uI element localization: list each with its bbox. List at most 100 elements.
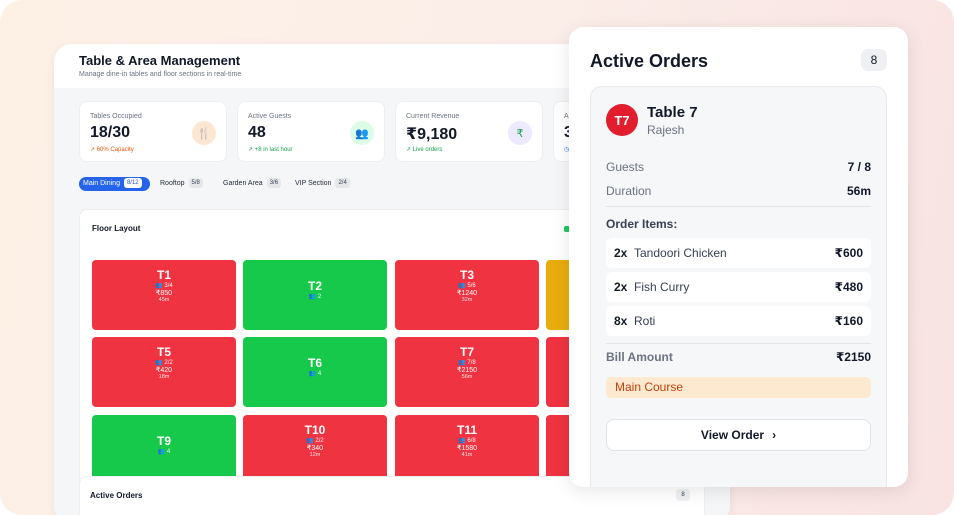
view-order-button[interactable]: View Order › <box>606 419 871 451</box>
table-card[interactable]: T6 👥 4 <box>243 337 387 407</box>
stat-label: A <box>564 113 569 120</box>
page-subtitle: Manage dine-in tables and floor sections… <box>79 71 242 78</box>
table-name: T6 <box>307 356 322 370</box>
table-amount: ₹1240 <box>456 290 478 297</box>
stat-value: 18/30 <box>90 124 131 141</box>
table-duration: 12m <box>309 452 321 458</box>
active-orders-title-bottom: Active Orders <box>90 491 143 500</box>
table-name: T3 <box>459 268 474 282</box>
table-amount: ₹2150 <box>456 367 478 374</box>
item-qty: 8x <box>614 314 628 328</box>
active-orders-title: Active Orders <box>590 51 709 71</box>
table-duration: 56m <box>461 374 473 380</box>
table-guests: 👥 4 <box>157 449 171 455</box>
tab-label: Garden Area <box>223 180 263 187</box>
stat-label: Active Guests <box>248 113 292 120</box>
order-card[interactable]: T7 Table 7 Rajesh Guests 7 / 8 Duration … <box>590 86 887 487</box>
tab-label: VIP Section <box>295 180 332 187</box>
stat-sub: ↗ Live orders <box>406 147 443 153</box>
table-amount: ₹1580 <box>456 445 478 452</box>
item-price: ₹480 <box>834 280 863 294</box>
rupee-icon: ₹ <box>508 121 532 145</box>
tab-count: 3/6 <box>266 178 282 188</box>
table-guests: 👥 3/4 <box>155 283 173 289</box>
table-card[interactable]: T2 👥 2 <box>243 260 387 330</box>
table-duration: 32m <box>461 297 473 303</box>
tab-label: Rooftop <box>160 180 185 187</box>
item-name: Fish Curry <box>634 280 690 294</box>
tab-vip-section[interactable]: VIP Section 2/4 <box>291 177 359 191</box>
tab-count: 8/12 <box>123 178 142 188</box>
table-amount: ₹850 <box>155 290 173 297</box>
order-item-row: 8x Roti ₹160 <box>606 306 871 336</box>
item-qty: 2x <box>614 280 628 294</box>
active-orders-panel: Active Orders 8 T7 Table 7 Rajesh Guests… <box>569 27 908 487</box>
chevron-right-icon: › <box>772 428 777 442</box>
table-name: T7 <box>459 345 474 359</box>
stat-label: Tables Occupied <box>90 113 142 120</box>
table-duration: 45m <box>158 297 170 303</box>
tab-rooftop[interactable]: Rooftop 5/8 <box>156 177 214 191</box>
fork-knife-icon: 🍴 <box>192 121 216 145</box>
item-price: ₹600 <box>834 246 863 260</box>
table-card[interactable]: T11 👥 6/8 ₹1580 41m <box>395 415 539 485</box>
table-card[interactable]: T3 👥 5/6 ₹1240 32m <box>395 260 539 330</box>
stat-value: 3 <box>564 124 573 142</box>
tab-label: Main Dining <box>83 180 120 187</box>
order-customer-name: Rajesh <box>647 123 685 137</box>
table-card[interactable]: T5 👥 2/2 ₹420 18m <box>92 337 236 407</box>
active-orders-count-bottom: 8 <box>676 489 690 501</box>
table-name: T11 <box>456 423 477 437</box>
stat-value: 48 <box>248 124 266 141</box>
table-name: T10 <box>304 423 326 437</box>
view-order-label: View Order <box>700 428 765 442</box>
tab-count: 5/8 <box>188 178 203 188</box>
table-name: T9 <box>156 434 171 448</box>
divider <box>606 206 871 207</box>
table-duration: 18m <box>158 374 170 380</box>
table-guests: 👥 2/2 <box>306 438 324 444</box>
table-duration: 41m <box>461 452 473 458</box>
table-guests: 👥 7/8 <box>458 360 476 366</box>
stat-value: ₹9,180 <box>406 126 458 143</box>
duration-row: Duration 56m <box>606 184 871 198</box>
item-name: Roti <box>634 314 656 328</box>
table-card[interactable]: T1 👥 3/4 ₹850 45m <box>92 260 236 330</box>
tab-main-dining[interactable]: Main Dining 8/12 <box>79 177 150 191</box>
course-badge: Main Course <box>606 377 871 398</box>
table-name: T2 <box>307 279 322 293</box>
users-icon: 👥 <box>350 121 374 145</box>
table-guests: 👥 4 <box>308 371 322 377</box>
table-guests: 👥 2 <box>308 294 322 300</box>
stat-sub: ◷ <box>564 147 570 153</box>
table-amount: ₹420 <box>155 367 173 374</box>
duration-value: 56m <box>846 184 871 198</box>
table-guests: 👥 5/6 <box>458 283 476 289</box>
order-items-title: Order Items: <box>606 217 678 231</box>
stat-card: Active Guests 48 ↗ +8 in last hour 👥 <box>237 101 385 162</box>
order-table-name: Table 7 <box>647 104 698 121</box>
stat-card: Current Revenue ₹9,180 ↗ Live orders ₹ <box>395 101 543 162</box>
duration-label: Duration <box>606 184 652 198</box>
table-card[interactable]: T7 👥 7/8 ₹2150 56m <box>395 337 539 407</box>
bill-row: Bill Amount ₹2150 <box>606 350 871 364</box>
page-title: Table & Area Management <box>79 53 241 68</box>
table-card[interactable]: T10 👥 2/2 ₹340 12m <box>243 415 387 485</box>
table-guests: 👥 2/2 <box>155 360 173 366</box>
guests-row: Guests 7 / 8 <box>606 160 871 174</box>
tab-count: 2/4 <box>335 178 350 188</box>
bill-value: ₹2150 <box>835 350 871 364</box>
table-name: T1 <box>156 268 171 282</box>
stat-sub: ↗ +8 in last hour <box>248 147 293 153</box>
order-item-row: 2x Fish Curry ₹480 <box>606 272 871 302</box>
guests-label: Guests <box>606 160 645 174</box>
order-item-row: 2x Tandoori Chicken ₹600 <box>606 238 871 268</box>
guests-value: 7 / 8 <box>847 160 871 174</box>
item-qty: 2x <box>614 246 628 260</box>
legend-available-dot <box>564 226 570 232</box>
table-card[interactable]: T9 👥 4 <box>92 415 236 485</box>
divider <box>606 343 871 344</box>
stat-card: Tables Occupied 18/30 ↗ 60% Capacity 🍴 <box>79 101 227 162</box>
table-avatar: T7 <box>606 104 638 136</box>
tab-garden-area[interactable]: Garden Area 3/6 <box>219 177 285 191</box>
